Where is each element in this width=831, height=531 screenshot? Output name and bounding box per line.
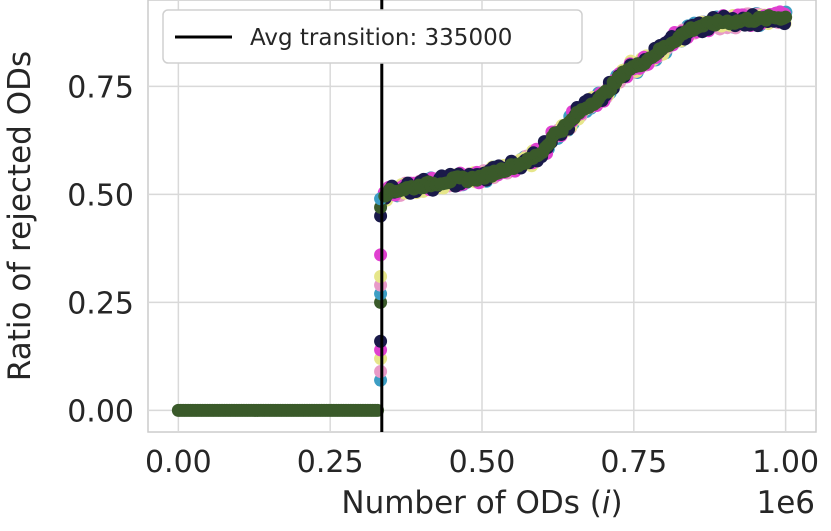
legend-label: Avg transition: 335000	[250, 25, 512, 51]
y-tick-label: 0.00	[67, 394, 134, 429]
x-axis-label: Number of ODs (i)	[341, 485, 622, 521]
x-ticks: 0.00 0.25 0.50 0.75 1.00	[145, 445, 819, 480]
legend-box	[162, 9, 583, 64]
data-point	[779, 10, 793, 24]
x-axis-multiplier: 1e6	[756, 485, 815, 521]
legend: Avg transition: 335000	[162, 9, 583, 64]
y-ticks: 0.00 0.25 0.50 0.75	[67, 70, 134, 429]
y-tick-label: 0.25	[67, 286, 134, 321]
grid	[148, 0, 816, 432]
x-tick-label: 1.00	[752, 445, 819, 480]
x-tick-label: 0.00	[145, 445, 212, 480]
y-tick-label: 0.50	[67, 178, 134, 213]
x-tick-label: 0.50	[449, 445, 516, 480]
data-points	[171, 5, 793, 417]
y-axis-label: Ratio of rejected ODs	[2, 51, 38, 381]
x-tick-label: 0.75	[600, 445, 667, 480]
x-tick-label: 0.25	[297, 445, 364, 480]
y-tick-label: 0.75	[67, 70, 134, 105]
